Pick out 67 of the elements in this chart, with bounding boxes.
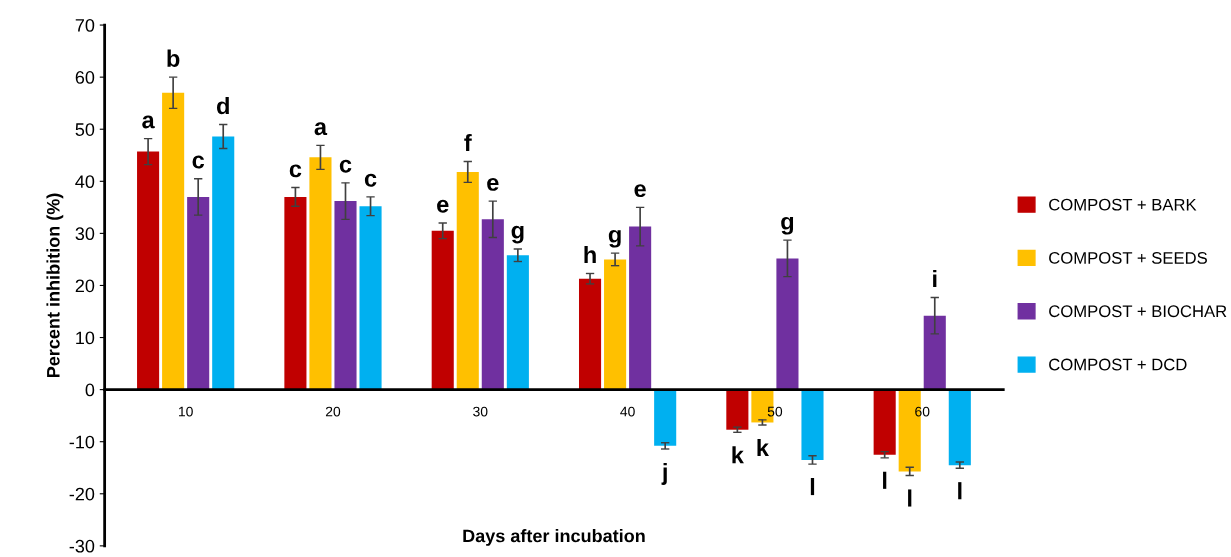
data-label: c [192,155,205,169]
y-tick-label: 40 [75,175,95,189]
bar [334,201,357,390]
bar [481,219,504,390]
bar [212,136,235,390]
data-label: c [339,159,352,173]
y-tick-label: 60 [75,71,95,84]
data-label: k [732,446,744,464]
bar [137,151,160,390]
data-label: g [781,216,794,235]
data-label: h [584,245,596,264]
bar [629,226,652,390]
x-axis-title: Days after incubation [463,529,645,546]
data-label: d [216,96,229,115]
bar [162,92,185,390]
legend-label: COMPOST + SEEDS [1049,252,1207,264]
data-label: a [314,122,328,136]
bar [801,389,824,460]
bar [604,259,627,390]
bar [948,389,971,466]
data-label: f [464,133,472,152]
bar [187,196,210,390]
bar [578,278,602,390]
x-tick-label: 10 [178,406,193,417]
data-label: e [634,184,646,198]
data-label: c [364,173,377,187]
y-tick-label: 10 [76,331,95,345]
bar [506,255,529,390]
bar [431,230,454,390]
y-tick-label: -30 [69,539,95,553]
bar [284,196,307,390]
bar [923,315,946,390]
x-tick-label: 20 [325,406,341,417]
bar [726,389,749,430]
data-label: a [142,115,155,129]
y-tick-label: 30 [75,227,95,241]
data-label: g [511,225,524,244]
y-tick-label: 0 [85,383,95,397]
x-tick-label: 30 [473,406,488,417]
bar [654,389,677,446]
legend-label: COMPOST + DCD [1049,358,1187,371]
data-label: l [810,477,815,496]
y-tick-label: 50 [75,123,95,136]
data-label: c [289,164,302,178]
bar [776,258,799,390]
data-label: l [958,482,962,500]
x-tick-label: 40 [620,406,635,417]
y-axis-title: Percent inhibition (%) [46,193,64,378]
data-label: i [933,269,937,287]
legend-label: COMPOST + BARK [1049,198,1197,211]
data-label: b [167,49,180,67]
bar [456,171,479,390]
data-label: l [908,489,912,507]
data-label: e [487,177,499,191]
data-label: j [661,462,667,485]
y-tick-label: 70 [75,19,95,32]
data-label: l [883,471,887,489]
legend-label: COMPOST + BIOCHAR [1049,305,1227,318]
bar [359,206,382,390]
data-label: g [608,229,621,248]
y-tick-label: 20 [75,279,95,293]
y-tick-label: -20 [69,487,95,501]
data-label: k [757,438,769,457]
bar [309,157,332,390]
data-label: e [437,199,449,213]
y-tick-label: -10 [69,435,95,449]
bar [873,389,896,455]
